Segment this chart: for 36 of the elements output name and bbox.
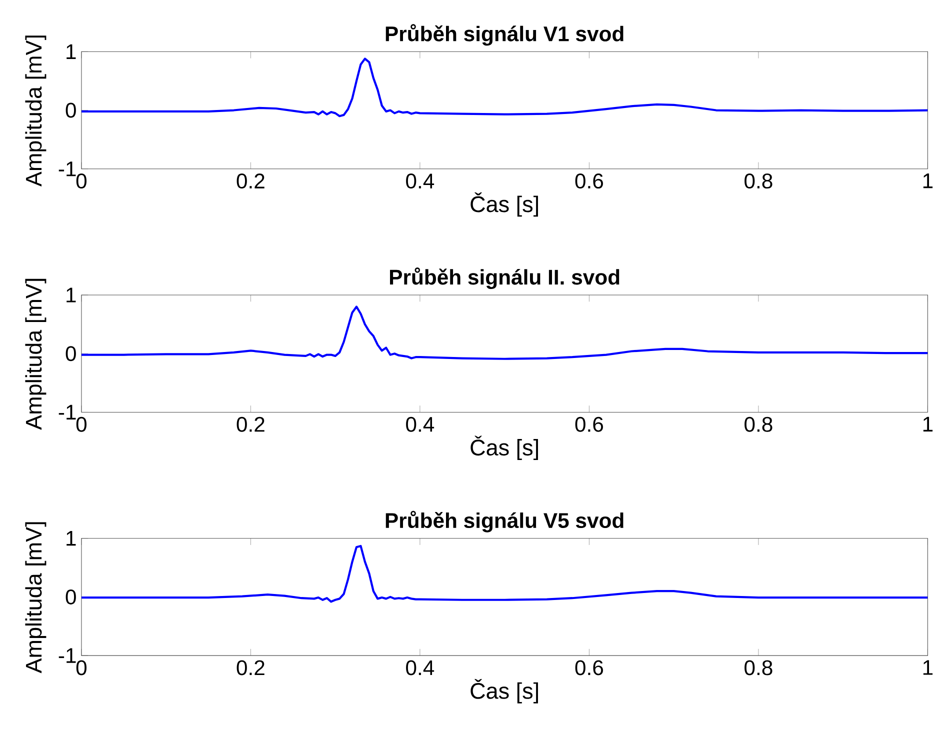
chart-title: Průběh signálu V1 svod: [386, 24, 624, 46]
chart-title: Průběh signálu V5 svod: [386, 510, 624, 532]
x-tick-label: 0.6: [575, 416, 603, 432]
x-tick-label: 0.6: [575, 660, 603, 676]
x-tick-label: 1: [923, 416, 933, 432]
x-tick-label: 1: [923, 174, 933, 188]
x-tick-label: 0.8: [744, 416, 772, 432]
y-tick-label: 1: [66, 288, 76, 302]
y-axis-title: Amplituda [mV]: [25, 36, 46, 187]
x-tick-label: 0.2: [236, 174, 264, 189]
x-tick-label: 0.8: [744, 660, 772, 676]
x-axis-title: Čas [s]: [470, 192, 538, 217]
y-tick-label: -1: [58, 404, 76, 420]
y-tick-label: 0: [66, 102, 76, 118]
y-tick-label: -1: [58, 162, 76, 176]
y-axis-title: Amplituda [mV]: [25, 522, 46, 674]
x-tick-label: 1: [923, 660, 933, 675]
x-tick-label: 0.4: [406, 174, 434, 189]
y-tick-label: 1: [66, 531, 76, 546]
y-axis-title: Amplituda [mV]: [25, 278, 46, 430]
x-axis-title: Čas [s]: [470, 436, 538, 460]
x-tick-label: 0.4: [406, 660, 434, 676]
x-tick-label: 0: [76, 416, 87, 432]
y-tick-label: -1: [58, 648, 76, 663]
y-tick-label: 1: [66, 44, 76, 59]
chart-title: Průběh signálu II. svod: [390, 268, 620, 290]
y-tick-label: 0: [66, 589, 76, 604]
x-tick-label: 0.4: [406, 416, 434, 432]
x-tick-label: 0: [76, 660, 87, 676]
x-tick-label: 0.6: [575, 174, 603, 189]
x-tick-label: 0.8: [744, 174, 772, 189]
x-axis-title: Čas [s]: [470, 679, 538, 704]
x-tick-label: 0.2: [236, 660, 264, 676]
x-tick-label: 0.2: [236, 416, 264, 432]
x-tick-label: 0: [76, 174, 87, 189]
y-tick-label: 0: [66, 346, 76, 362]
